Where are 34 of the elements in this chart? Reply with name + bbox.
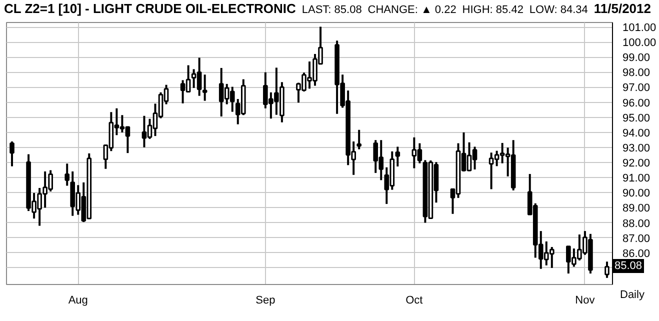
y-tick-label: 89.00 <box>622 202 650 215</box>
y-tick-label: 99.00 <box>622 52 650 64</box>
annotation: 85.08 <box>612 259 644 274</box>
y-tick-label: 94.00 <box>622 127 650 140</box>
y-tick-label: 90.00 <box>622 188 650 200</box>
y-tick-label: 96.00 <box>622 97 650 110</box>
candlestick <box>10 140 14 168</box>
text: CHANGE: ▲ 0.22 <box>368 3 456 18</box>
candlestick <box>202 74 208 102</box>
y-tick-label: 100.00 <box>622 37 656 50</box>
y-tick-label: 88.00 <box>622 218 650 230</box>
y-tick-label: 91.00 <box>622 172 650 185</box>
text: Daily <box>620 288 644 303</box>
text: LOW: 84.34 <box>529 3 588 18</box>
x-tick-label: Oct <box>406 294 423 306</box>
candlestick <box>64 162 70 187</box>
y-tick-label: 87.00 <box>622 232 650 245</box>
x-tick-label: Sep <box>256 294 276 306</box>
y-tick-label: 95.00 <box>622 112 650 124</box>
candlestick <box>356 128 362 150</box>
text: HIGH: 85.42 <box>462 3 524 18</box>
y-tick-label: 98.00 <box>622 67 650 80</box>
y-tick-label: 92.00 <box>622 158 650 170</box>
y-tick-label: 101.00 <box>622 22 656 34</box>
y-tick-label: 97.00 <box>622 82 650 94</box>
text: LAST: 85.08 <box>302 3 362 18</box>
x-tick-label: Aug <box>68 294 88 306</box>
text: 11/5/2012 <box>594 0 651 18</box>
candlestick <box>395 146 400 168</box>
y-tick-label: 86.00 <box>622 248 650 260</box>
x-tick-label: Nov <box>575 294 596 306</box>
chart-title: CL Z2=1 [10] - LIGHT CRUDE OIL-ELECTRONIC <box>4 0 296 18</box>
y-tick-label: 93.00 <box>622 142 650 154</box>
candlestick <box>604 260 610 279</box>
